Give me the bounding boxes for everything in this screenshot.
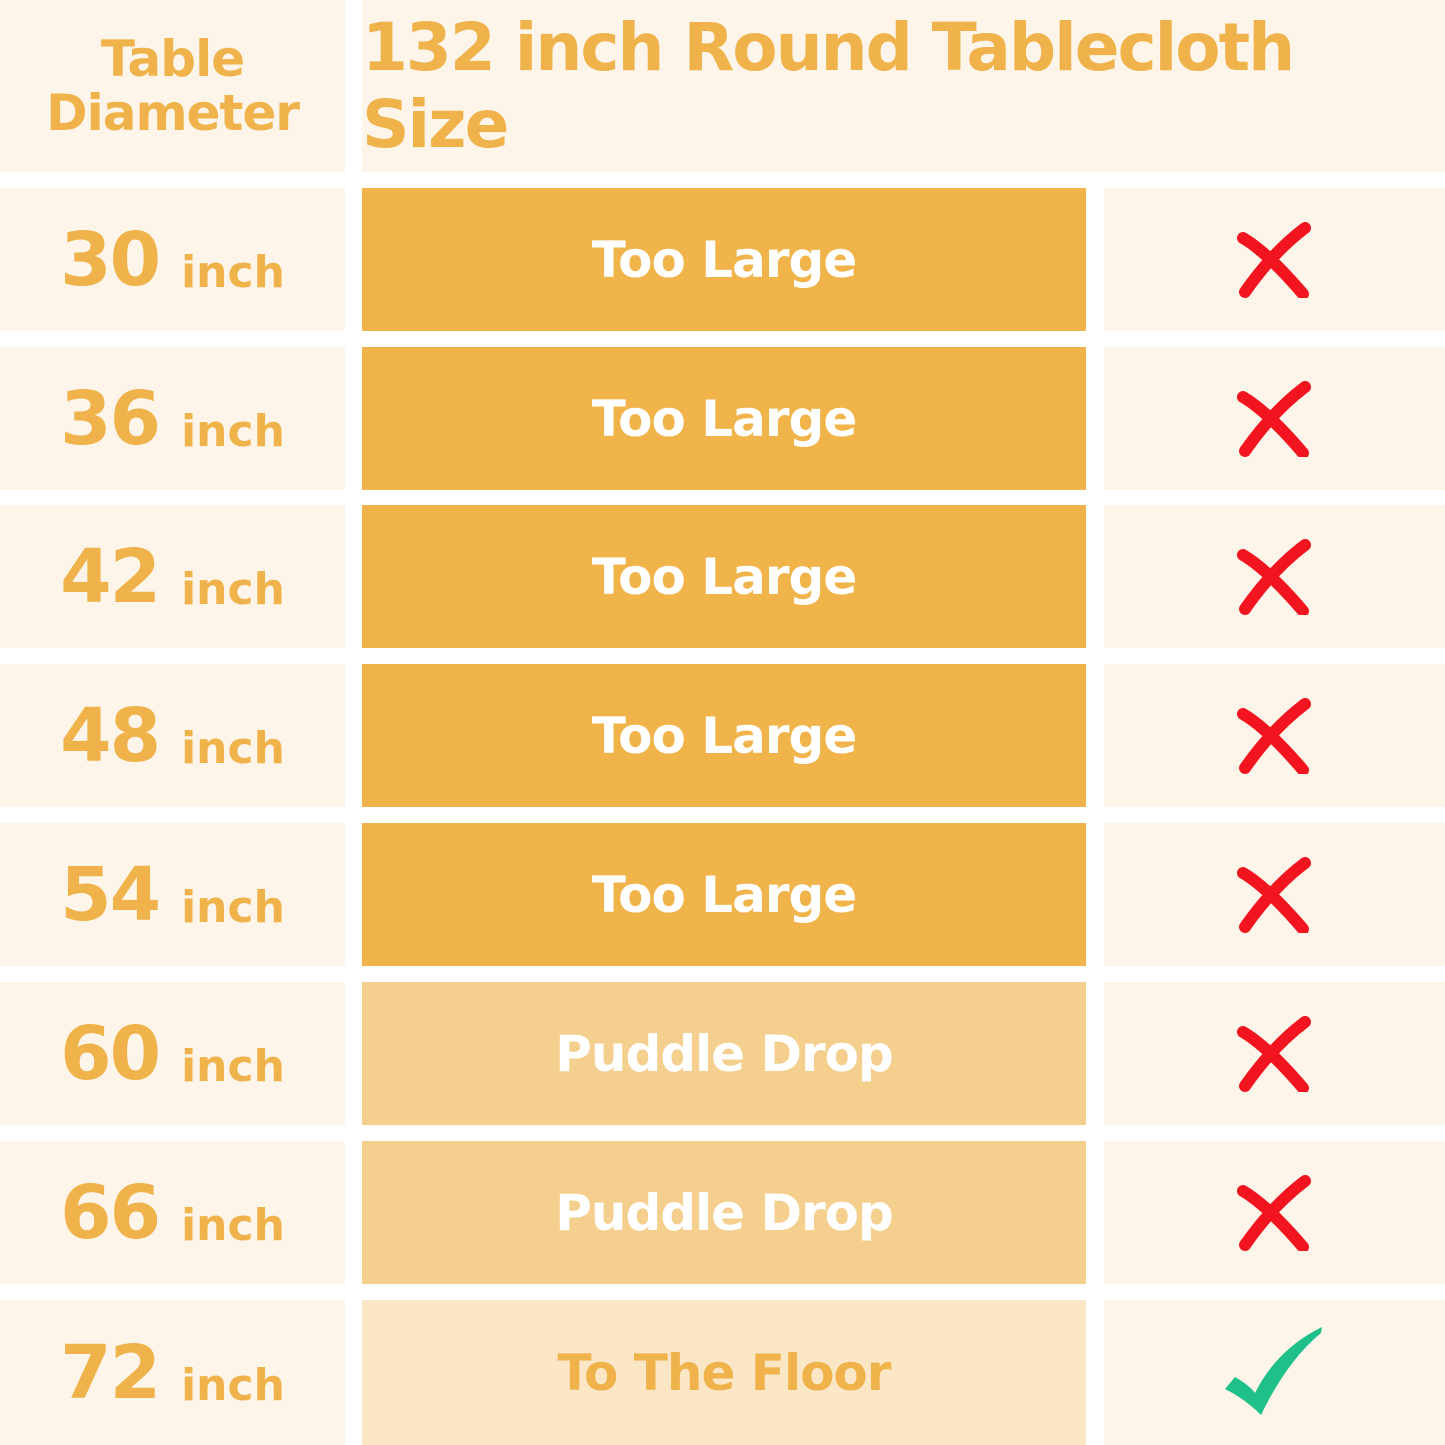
- cross-icon: [1104, 188, 1445, 331]
- check-icon: [1104, 1300, 1445, 1445]
- diameter-cell: 60 inch: [0, 982, 345, 1125]
- diameter-value: 72: [60, 1329, 161, 1416]
- diameter-value: 36: [60, 375, 161, 462]
- fit-label: Too Large: [362, 505, 1086, 648]
- diameter-cell: 36 inch: [0, 347, 345, 490]
- diameter-unit: inch: [181, 1041, 285, 1092]
- table-diameter-header: Table Diameter: [0, 0, 345, 172]
- cross-icon: [1104, 982, 1445, 1125]
- cross-icon: [1104, 505, 1445, 648]
- diameter-cell: 72 inch: [0, 1300, 345, 1445]
- diameter-value: 66: [60, 1169, 161, 1256]
- diameter-unit: inch: [181, 882, 285, 933]
- cross-icon: [1104, 347, 1445, 490]
- diameter-unit: inch: [181, 406, 285, 457]
- header-line-1: Table: [100, 30, 245, 88]
- page-title: 132 inch Round Tablecloth Size: [362, 0, 1445, 172]
- diameter-unit: inch: [181, 247, 285, 298]
- fit-label: Too Large: [362, 823, 1086, 966]
- cross-icon: [1104, 664, 1445, 807]
- diameter-value: 54: [60, 851, 161, 938]
- diameter-unit: inch: [181, 1200, 285, 1251]
- diameter-unit: inch: [181, 1360, 285, 1411]
- cross-icon: [1104, 823, 1445, 966]
- diameter-cell: 42 inch: [0, 505, 345, 648]
- diameter-cell: 48 inch: [0, 664, 345, 807]
- diameter-cell: 66 inch: [0, 1141, 345, 1284]
- diameter-value: 42: [60, 533, 161, 620]
- fit-label: Puddle Drop: [362, 982, 1086, 1125]
- diameter-cell: 54 inch: [0, 823, 345, 966]
- fit-label: Too Large: [362, 188, 1086, 331]
- diameter-value: 48: [60, 692, 161, 779]
- diameter-value: 30: [60, 216, 161, 303]
- fit-label: Too Large: [362, 347, 1086, 490]
- diameter-value: 60: [60, 1010, 161, 1097]
- diameter-cell: 30 inch: [0, 188, 345, 331]
- fit-label: Puddle Drop: [362, 1141, 1086, 1284]
- fit-label: Too Large: [362, 664, 1086, 807]
- header-line-2: Diameter: [46, 84, 300, 142]
- diameter-unit: inch: [181, 564, 285, 615]
- diameter-unit: inch: [181, 723, 285, 774]
- fit-label: To The Floor: [362, 1300, 1086, 1445]
- cross-icon: [1104, 1141, 1445, 1284]
